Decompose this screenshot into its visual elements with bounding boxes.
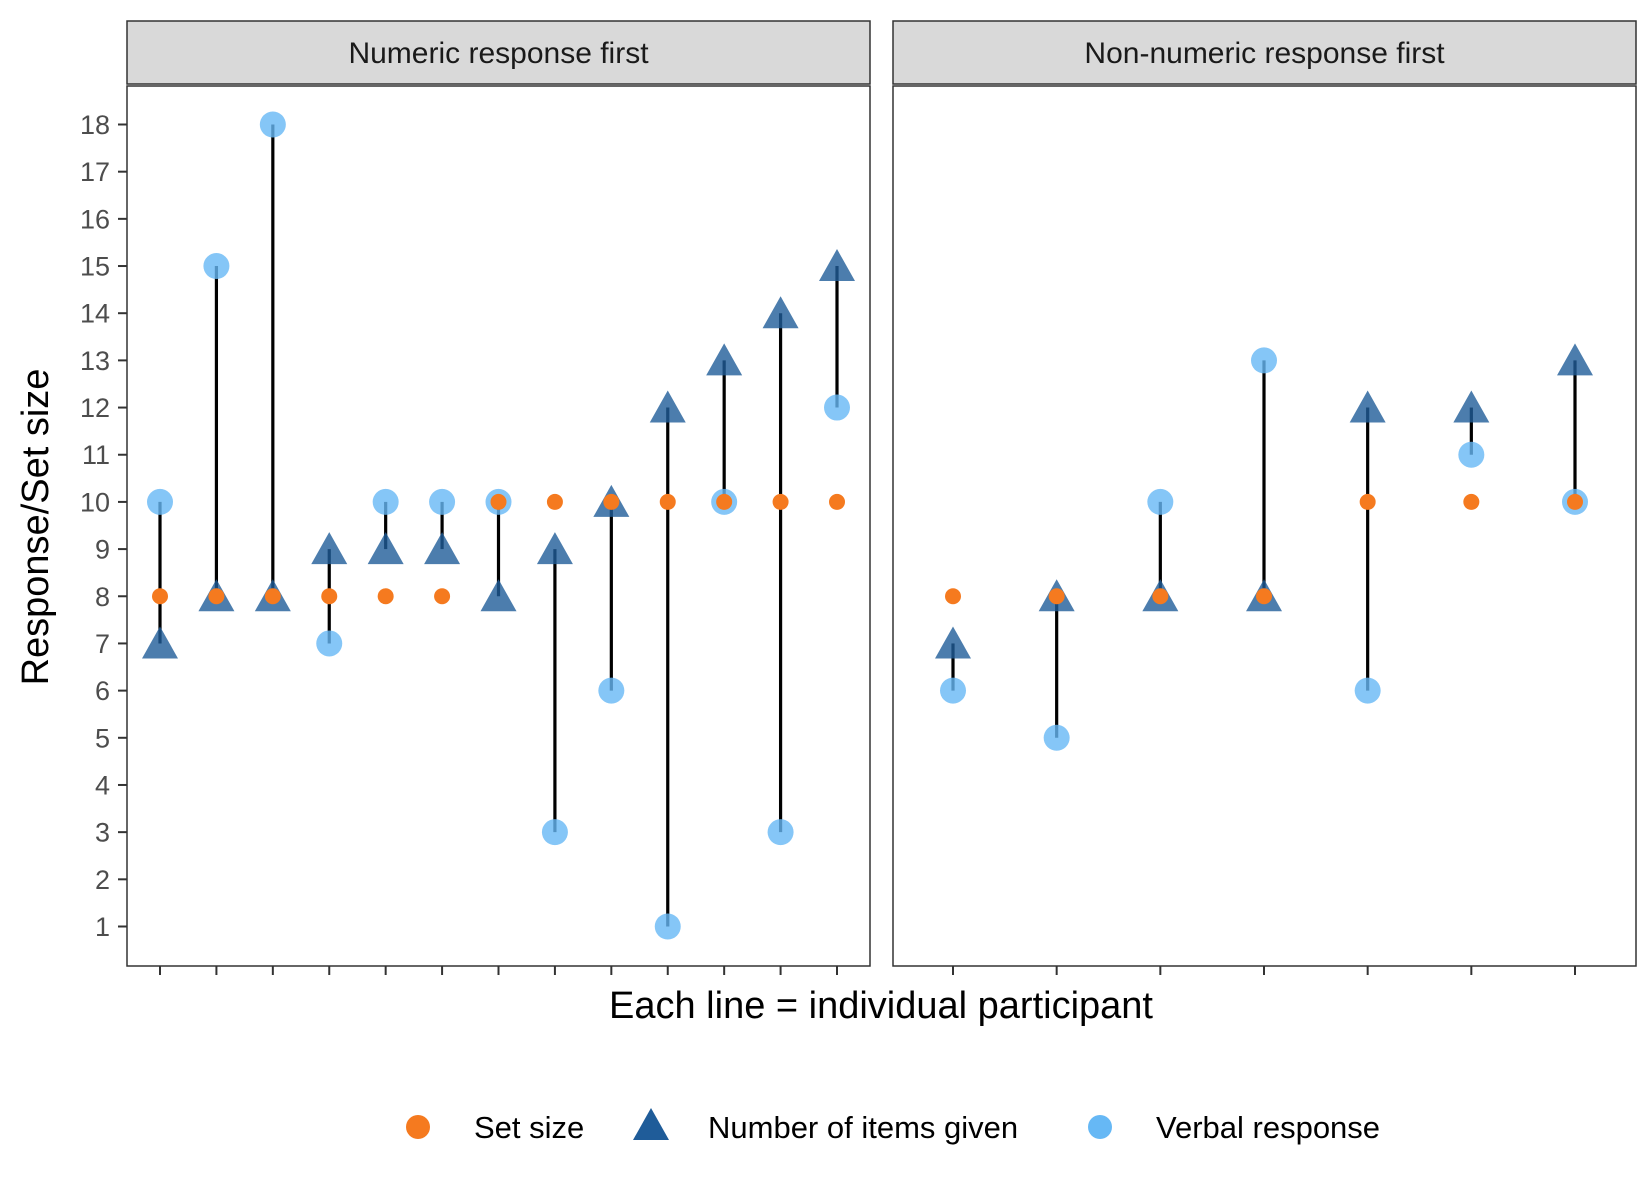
x-axis-title: Each line = individual participant [609,985,1153,1027]
set-size-point [829,493,845,510]
y-tick-label: 7 [95,629,110,659]
verbal-response-point [541,819,568,846]
items-given-point [935,626,971,659]
items-given-point [367,532,404,565]
y-tick-label: 2 [95,865,110,895]
verbal-response-point [1458,441,1485,468]
verbal-response-point [1043,724,1070,751]
verbal-response-point [654,913,681,940]
set-size-point [603,493,620,510]
legend-label-verbal: Verbal response [1156,1110,1380,1145]
set-size-point [377,588,394,605]
y-tick-label: 8 [95,582,110,612]
y-tick-label: 6 [95,676,110,706]
y-tick-label: 9 [95,535,110,565]
set-size-point [490,493,507,510]
items-given-point [311,532,348,565]
verbal-response-point [1251,347,1277,374]
set-size-point [546,493,563,510]
verbal-response-point [429,488,456,515]
y-tick-label: 3 [95,818,110,848]
items-given-point [480,579,517,612]
set-size-point [264,588,281,605]
y-tick-label: 15 [80,252,110,282]
set-size-point [1256,588,1272,605]
set-size-point [1463,493,1480,510]
set-size-point [208,588,225,605]
y-tick-label: 11 [82,440,110,470]
legend-verbal-swatch [1088,1115,1112,1139]
y-tick-label: 10 [80,487,110,517]
panel-1-strip [126,20,871,85]
items-given-point [706,343,743,376]
set-size-point [716,493,733,510]
y-tick-label: 18 [80,110,110,140]
set-size-point [1048,588,1065,605]
legend-label-items-given: Number of items given [708,1110,1018,1145]
legend-items-given-swatch [633,1108,669,1140]
items-given-point [762,296,799,329]
verbal-response-point [1354,677,1381,704]
y-tick-label: 17 [80,157,110,187]
y-axis-title: Response/Set size [15,369,57,686]
y-tick-label: 16 [80,204,110,234]
panel-1-title: Numeric response first [348,37,649,70]
y-tick-label: 4 [95,770,110,800]
items-given-point [819,249,855,282]
verbal-response-point [147,488,173,515]
verbal-response-point [940,677,966,704]
verbal-response-point [203,253,230,280]
set-size-point [321,588,338,605]
y-tick-label: 14 [80,299,110,329]
set-size-point [1152,588,1169,605]
legend: Set size Number of items given Verbal re… [406,1108,1380,1145]
verbal-response-point [824,394,850,421]
items-given-point [649,390,686,423]
items-given-point [1349,390,1386,423]
y-tick-label: 13 [80,346,110,376]
y-tick-label: 1 [95,912,110,942]
set-size-point [1359,493,1376,510]
verbal-response-point [316,630,343,657]
plot-marks [142,111,1593,940]
items-given-point [424,532,461,565]
items-given-point [1557,343,1593,376]
legend-set-size-swatch [406,1115,430,1139]
panel-2-title: Non-numeric response first [1084,37,1445,70]
items-given-point [142,626,178,659]
set-size-point [659,493,676,510]
x-axis-ticks [159,966,1576,975]
verbal-response-point [767,819,794,846]
y-tick-label: 5 [95,723,110,753]
set-size-point [945,588,961,605]
verbal-response-point [372,488,399,515]
verbal-response-point [1147,488,1174,515]
verbal-response-point [259,111,286,138]
set-size-point [772,493,789,510]
set-size-point [152,588,168,605]
y-tick-label: 12 [80,393,110,423]
legend-label-set-size: Set size [474,1110,584,1145]
items-given-point [1453,390,1490,423]
panel-2-strip [892,20,1637,85]
verbal-response-point [598,677,625,704]
set-size-point [434,588,451,605]
items-given-point [536,532,573,565]
set-size-point [1567,493,1583,510]
